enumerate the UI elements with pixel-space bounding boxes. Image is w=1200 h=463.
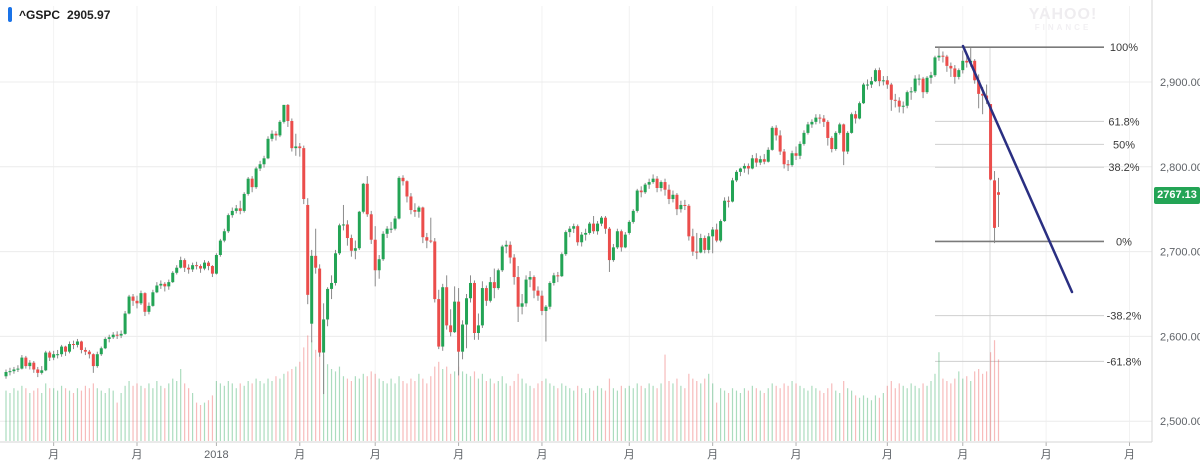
svg-text:月: 月 <box>882 449 893 461</box>
symbol-label: ^GSPC <box>19 7 61 22</box>
svg-text:50%: 50% <box>1113 139 1135 151</box>
svg-text:2,700.00: 2,700.00 <box>1160 247 1200 259</box>
svg-text:月: 月 <box>1124 449 1135 461</box>
svg-text:月: 月 <box>370 449 381 461</box>
svg-text:月: 月 <box>791 449 802 461</box>
svg-text:61.8%: 61.8% <box>1108 116 1139 128</box>
svg-text:月: 月 <box>132 449 143 461</box>
svg-text:月: 月 <box>294 449 305 461</box>
svg-text:2,800.00: 2,800.00 <box>1160 162 1200 174</box>
svg-text:-38.2%: -38.2% <box>1107 311 1142 323</box>
svg-text:2,500.00: 2,500.00 <box>1160 416 1200 428</box>
svg-text:月: 月 <box>624 449 635 461</box>
svg-text:100%: 100% <box>1110 42 1138 54</box>
symbol-price-label: 2905.97 <box>67 7 111 22</box>
svg-text:2,600.00: 2,600.00 <box>1160 331 1200 343</box>
last-price-badge: 2767.13 <box>1154 186 1200 204</box>
svg-text:月: 月 <box>453 449 464 461</box>
chart-legend[interactable]: ^GSPC 2905.97 <box>8 7 110 22</box>
svg-text:2,900.00: 2,900.00 <box>1160 77 1200 89</box>
svg-text:0%: 0% <box>1116 236 1132 248</box>
svg-text:月: 月 <box>536 449 547 461</box>
svg-text:-61.8%: -61.8% <box>1107 356 1142 368</box>
svg-text:月: 月 <box>957 449 968 461</box>
svg-text:2018: 2018 <box>204 449 228 461</box>
svg-text:月: 月 <box>48 449 59 461</box>
svg-text:38.2%: 38.2% <box>1108 162 1139 174</box>
svg-text:月: 月 <box>1041 449 1052 461</box>
series-color-icon <box>8 7 12 22</box>
svg-text:月: 月 <box>707 449 718 461</box>
